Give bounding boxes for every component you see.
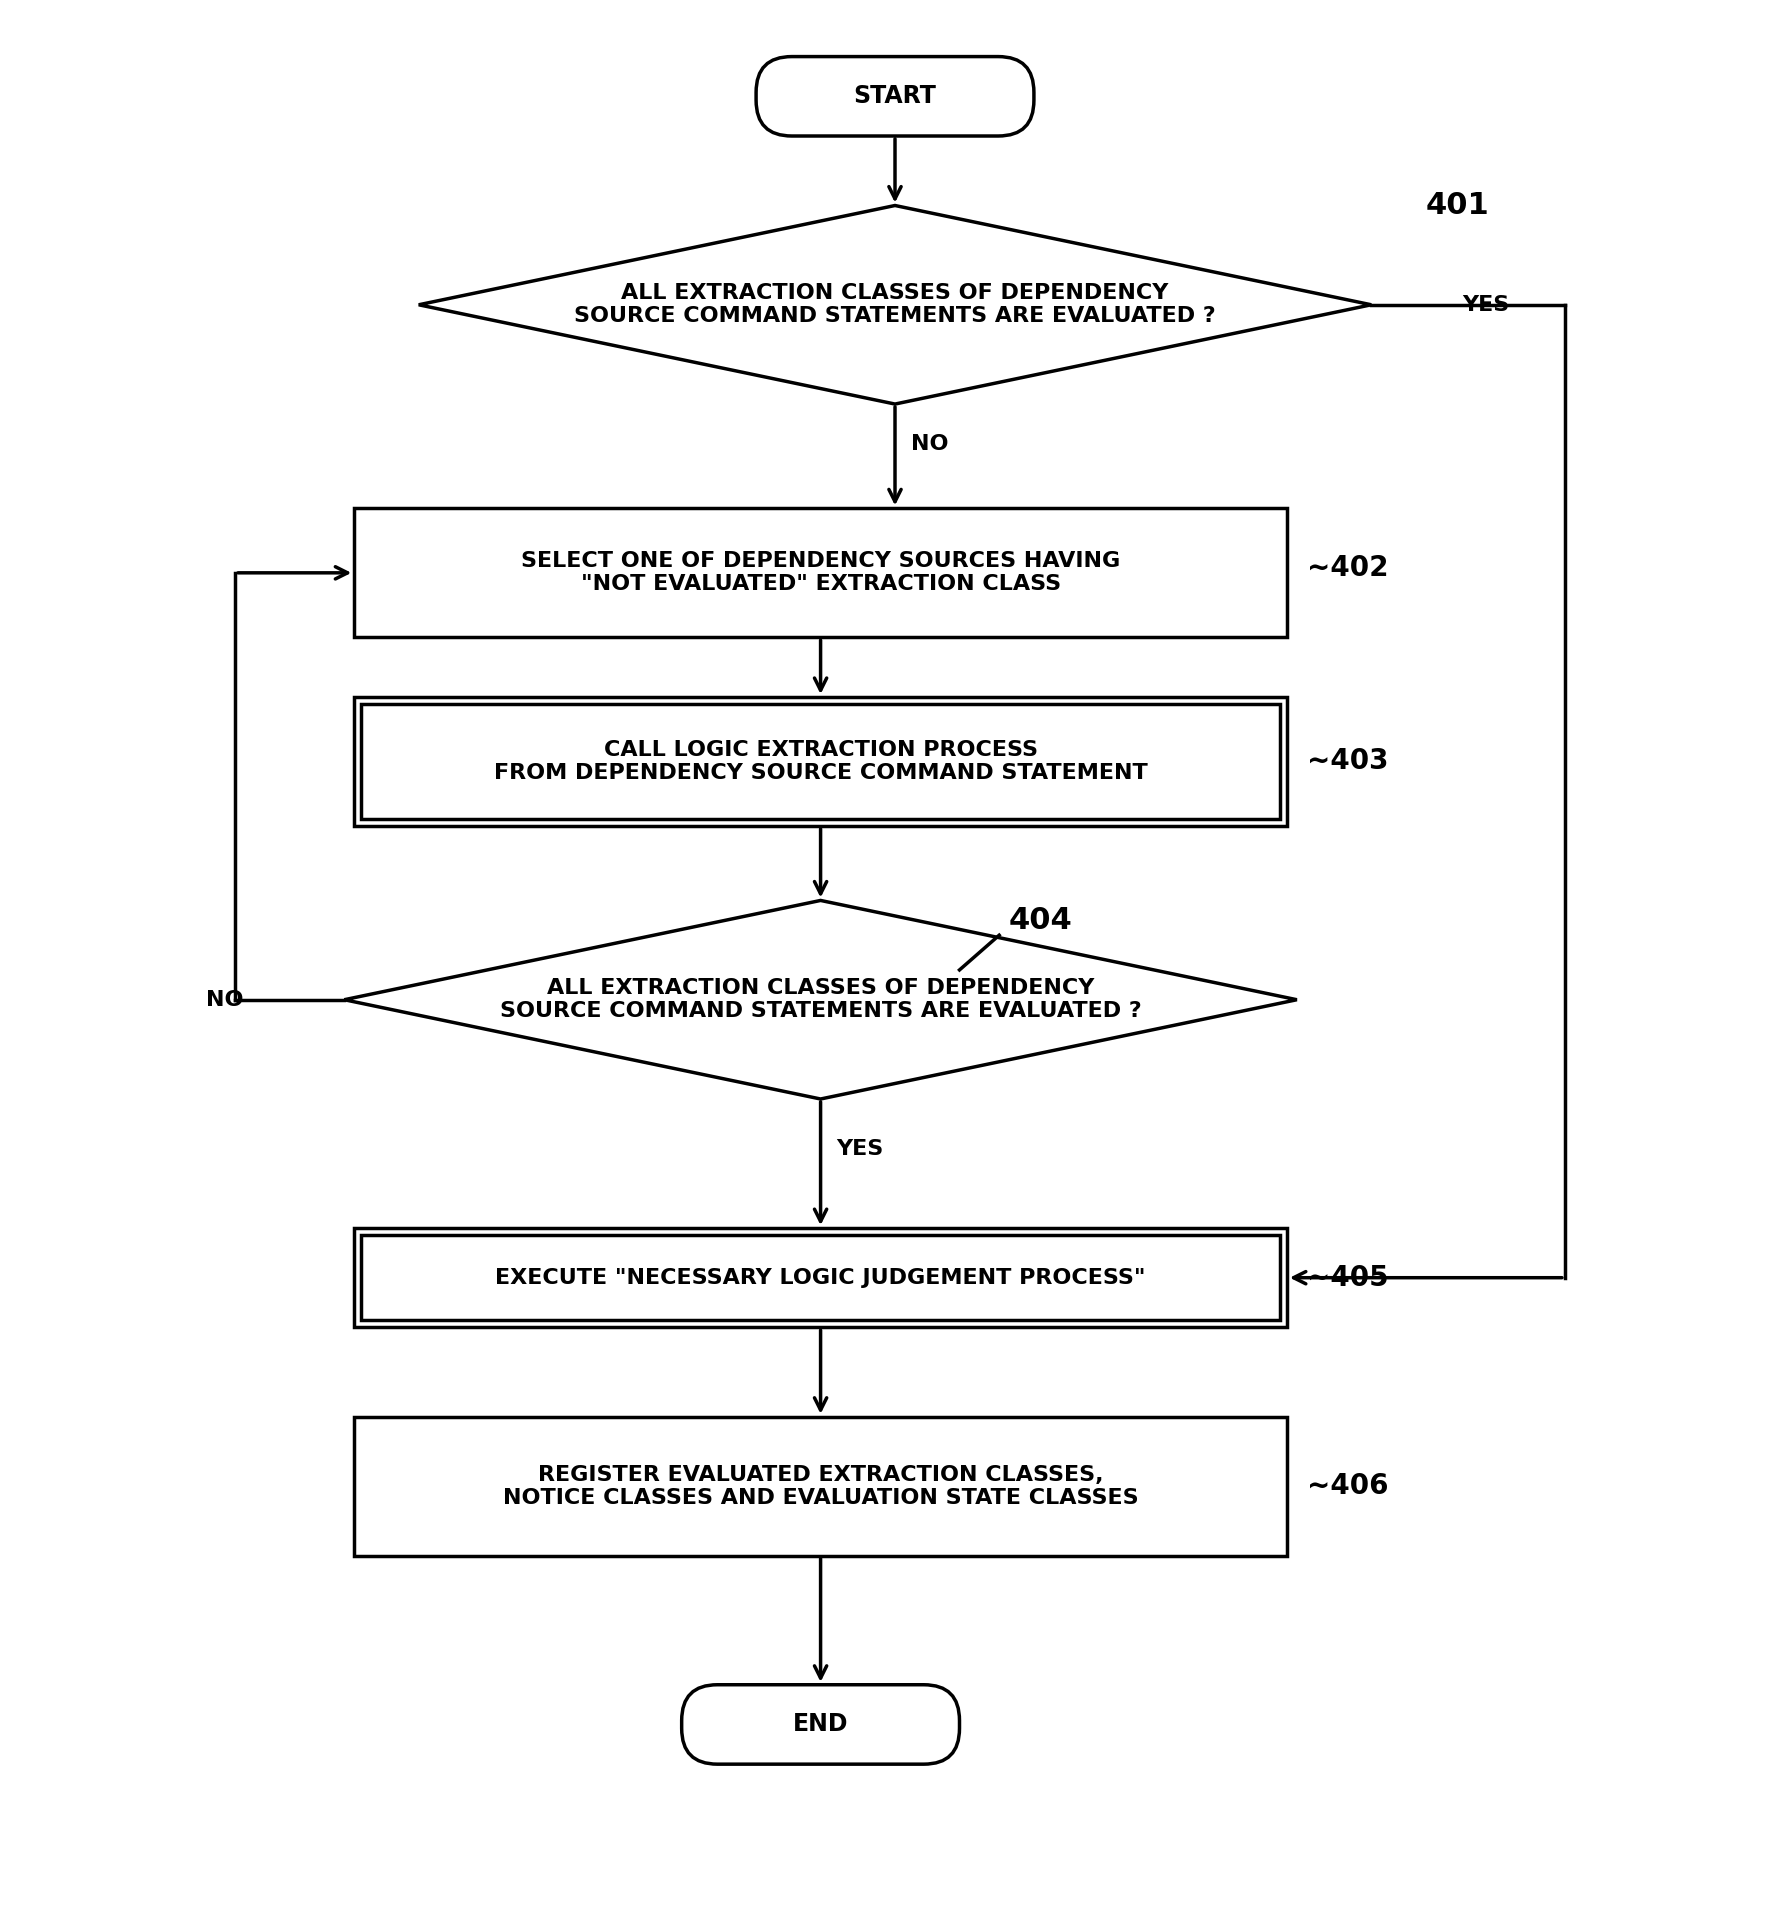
Text: REGISTER EVALUATED EXTRACTION CLASSES,
NOTICE CLASSES AND EVALUATION STATE CLASS: REGISTER EVALUATED EXTRACTION CLASSES, N… xyxy=(503,1465,1139,1508)
Text: YES: YES xyxy=(1461,294,1510,315)
Text: SELECT ONE OF DEPENDENCY SOURCES HAVING
"NOT EVALUATED" EXTRACTION CLASS: SELECT ONE OF DEPENDENCY SOURCES HAVING … xyxy=(521,552,1119,594)
Text: 401: 401 xyxy=(1426,190,1490,219)
Text: ~405: ~405 xyxy=(1307,1263,1388,1292)
Text: START: START xyxy=(854,85,937,108)
Text: ~403: ~403 xyxy=(1307,748,1388,775)
Text: END: END xyxy=(793,1713,849,1736)
Text: 404: 404 xyxy=(1008,906,1073,935)
Polygon shape xyxy=(419,206,1372,404)
FancyBboxPatch shape xyxy=(756,56,1033,137)
Text: NO: NO xyxy=(206,990,244,1010)
Bar xyxy=(362,1235,1281,1321)
Bar xyxy=(355,696,1288,827)
Bar xyxy=(355,1417,1288,1556)
Text: ALL EXTRACTION CLASSES OF DEPENDENCY
SOURCE COMMAND STATEMENTS ARE EVALUATED ?: ALL EXTRACTION CLASSES OF DEPENDENCY SOU… xyxy=(500,979,1141,1021)
Text: EXECUTE "NECESSARY LOGIC JUDGEMENT PROCESS": EXECUTE "NECESSARY LOGIC JUDGEMENT PROCE… xyxy=(496,1267,1146,1288)
Text: ~406: ~406 xyxy=(1307,1473,1388,1500)
Text: ~402: ~402 xyxy=(1307,554,1388,583)
FancyBboxPatch shape xyxy=(682,1685,960,1763)
Text: YES: YES xyxy=(836,1138,885,1160)
Bar xyxy=(355,508,1288,637)
Text: ALL EXTRACTION CLASSES OF DEPENDENCY
SOURCE COMMAND STATEMENTS ARE EVALUATED ?: ALL EXTRACTION CLASSES OF DEPENDENCY SOU… xyxy=(575,283,1216,327)
Bar xyxy=(362,704,1281,819)
Text: NO: NO xyxy=(912,435,949,454)
Bar xyxy=(355,1229,1288,1327)
Text: CALL LOGIC EXTRACTION PROCESS
FROM DEPENDENCY SOURCE COMMAND STATEMENT: CALL LOGIC EXTRACTION PROCESS FROM DEPEN… xyxy=(494,740,1148,783)
Polygon shape xyxy=(344,900,1297,1100)
